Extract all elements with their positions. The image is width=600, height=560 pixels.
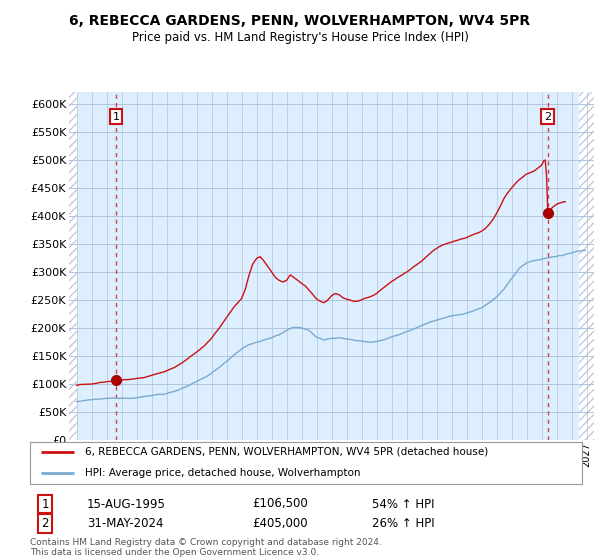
Text: £106,500: £106,500	[252, 497, 308, 511]
Text: 6, REBECCA GARDENS, PENN, WOLVERHAMPTON, WV4 5PR (detached house): 6, REBECCA GARDENS, PENN, WOLVERHAMPTON,…	[85, 447, 488, 456]
Text: 26% ↑ HPI: 26% ↑ HPI	[372, 517, 434, 530]
Text: 1: 1	[41, 497, 49, 511]
Text: 2: 2	[41, 517, 49, 530]
Text: Contains HM Land Registry data © Crown copyright and database right 2024.
This d: Contains HM Land Registry data © Crown c…	[30, 538, 382, 557]
Text: 1: 1	[112, 111, 119, 122]
Bar	[579, 92, 594, 440]
Text: 15-AUG-1995: 15-AUG-1995	[87, 497, 166, 511]
Bar	[69, 92, 77, 440]
Text: Price paid vs. HM Land Registry's House Price Index (HPI): Price paid vs. HM Land Registry's House …	[131, 31, 469, 44]
Text: 6, REBECCA GARDENS, PENN, WOLVERHAMPTON, WV4 5PR: 6, REBECCA GARDENS, PENN, WOLVERHAMPTON,…	[70, 14, 530, 28]
Text: 31-MAY-2024: 31-MAY-2024	[87, 517, 163, 530]
Text: £405,000: £405,000	[252, 517, 308, 530]
Text: 2: 2	[544, 111, 551, 122]
Text: HPI: Average price, detached house, Wolverhampton: HPI: Average price, detached house, Wolv…	[85, 468, 361, 478]
Text: 54% ↑ HPI: 54% ↑ HPI	[372, 497, 434, 511]
